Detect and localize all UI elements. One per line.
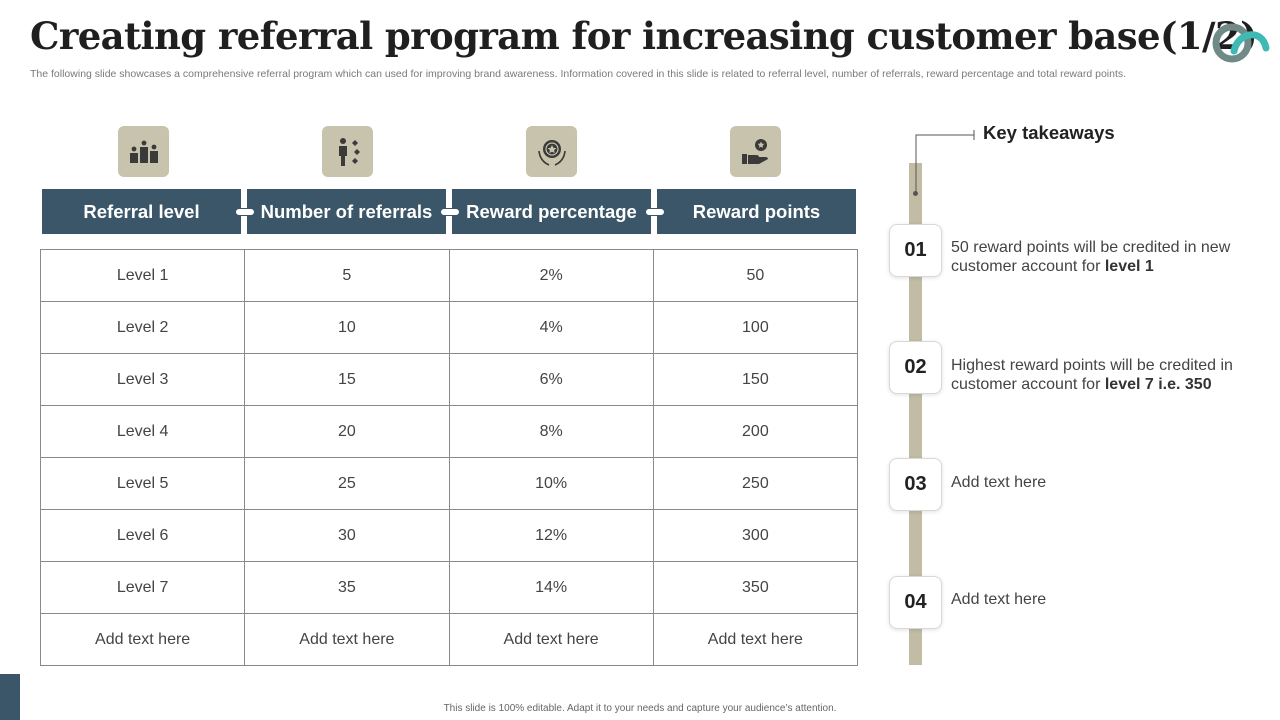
table-cell: 6% [448,353,654,406]
table-cell: 300 [652,509,859,562]
table-cell: 50 [652,249,859,302]
award-badge-icon [526,126,577,177]
table-cell: 12% [448,509,654,562]
takeaway-number: 04 [889,576,942,629]
takeaway-number: 01 [889,224,942,277]
table-row: Level 7 35 14% 350 [39,561,859,614]
takeaway-number: 02 [889,341,942,394]
takeaway-text: Add text here [951,474,1047,491]
table-row: Level 4 20 8% 200 [39,405,859,458]
takeaways-timeline [909,163,922,665]
table-cell: Add text here [652,613,859,666]
table-cell: Add text here [39,613,246,666]
slide-subtitle: The following slide showcases a comprehe… [30,68,1127,80]
table-cell: 25 [244,457,450,510]
table-cell: 30 [244,509,450,562]
header-connector [645,208,665,216]
corner-accent [0,674,20,720]
table-cell: Level 3 [39,353,246,406]
slide-title: Creating referral program for increasing… [30,14,1258,58]
table-cell: 100 [652,301,859,354]
footer-note: This slide is 100% editable. Adapt it to… [443,703,837,714]
table-cell: Level 5 [39,457,246,510]
table-cell: Level 6 [39,509,246,562]
timeline-dot [913,191,918,196]
table-cell: 4% [448,301,654,354]
table-cell: Add text here [448,613,654,666]
column-header-referral-level: Referral level [42,189,241,234]
table-cell: 15 [244,353,450,406]
hand-reward-icon [730,126,781,177]
takeaway-text: Add text here [951,591,1047,608]
table-header-row: Referral level Number of referrals Rewar… [42,189,856,234]
table-row: Level 1 5 2% 50 [39,249,859,302]
person-ranking-icon [322,126,373,177]
referral-table: Level 1 5 2% 50 Level 2 10 4% 100 Level … [39,249,859,666]
table-cell: 14% [448,561,654,614]
table-cell: 10 [244,301,450,354]
podium-icon [118,126,169,177]
table-cell: 35 [244,561,450,614]
column-header-reward-percentage: Reward percentage [452,189,651,234]
table-cell: Level 1 [39,249,246,302]
key-takeaways-connector [915,130,975,193]
table-cell: Level 2 [39,301,246,354]
header-connector [235,208,255,216]
table-cell: 200 [652,405,859,458]
table-row: Level 5 25 10% 250 [39,457,859,510]
header-connector [440,208,460,216]
table-cell: Level 7 [39,561,246,614]
table-row: Level 2 10 4% 100 [39,301,859,354]
table-cell: 10% [448,457,654,510]
table-cell: Level 4 [39,405,246,458]
column-header-number-of-referrals: Number of referrals [247,189,446,234]
table-row: Add text here Add text here Add text her… [39,613,859,666]
table-cell: 350 [652,561,859,614]
table-row: Level 3 15 6% 150 [39,353,859,406]
table-cell: 5 [244,249,450,302]
table-cell: Add text here [244,613,450,666]
takeaway-text: 50 reward points will be credited in new… [951,239,1231,275]
brand-logo-icon [1212,23,1270,63]
table-cell: 8% [448,405,654,458]
table-cell: 250 [652,457,859,510]
table-cell: 2% [448,249,654,302]
key-takeaways-title: Key takeaways [983,122,1115,143]
table-cell: 150 [652,353,859,406]
column-header-reward-points: Reward points [657,189,856,234]
takeaway-number: 03 [889,458,942,511]
table-row: Level 6 30 12% 300 [39,509,859,562]
takeaway-text: Highest reward points will be credited i… [951,357,1233,393]
table-cell: 20 [244,405,450,458]
